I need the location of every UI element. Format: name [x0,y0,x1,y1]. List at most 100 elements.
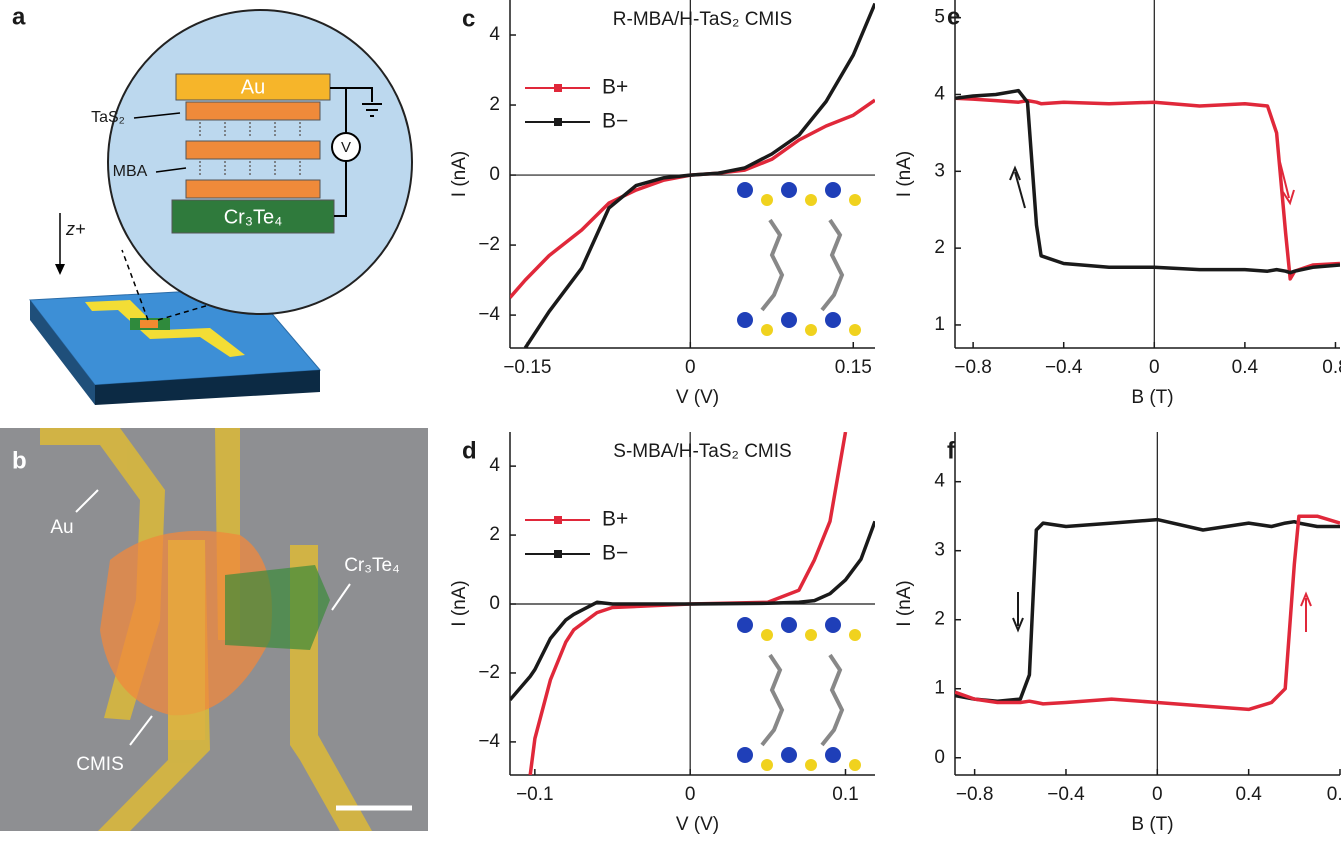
zoom-line [121,249,149,321]
legend-marker [554,516,562,524]
x-tick-label: 0.8 [1322,357,1341,378]
y-tick-label: 2 [489,94,500,115]
data-line [528,432,848,775]
x-tick-label: −0.8 [956,784,994,805]
molecule [760,218,785,312]
tas2-layer [185,179,321,199]
data-line [510,98,875,299]
cr3te4-flake [225,565,330,650]
y-axis-label: I (nA) [449,151,470,197]
v-text: V [341,139,351,156]
y-tick-label: −4 [478,304,500,325]
molecule-atom [825,617,841,633]
molecule-atom [781,617,797,633]
molecule-atom [737,617,753,633]
data-line [955,514,1340,712]
molecule-atom [849,324,861,336]
molecule-atom [761,629,773,641]
mba-text: MBA [113,163,148,180]
x-tick-label: 0.15 [835,357,872,378]
x-tick-label: −0.8 [954,357,992,378]
molecule-atom [849,759,861,771]
legend-label: B+ [602,76,628,99]
zoom-circle [107,9,413,315]
flake [140,320,158,328]
panel-label: a [12,3,26,30]
y-axis-label: I (nA) [894,151,915,197]
y-axis-label: I (nA) [449,580,470,626]
z-text: z+ [65,219,86,239]
y-tick-label: 1 [934,678,945,699]
panel-label: d [462,437,477,464]
x-axis-label: B (T) [1131,387,1173,408]
substrate-side [95,370,320,405]
panel-label: f [947,437,956,464]
x-axis-label: V (V) [676,387,719,408]
molecule-atom [781,312,797,328]
data-line [510,520,875,702]
pointer [133,112,181,119]
y-tick-label: 4 [489,24,500,45]
x-tick-label: 0 [685,784,696,805]
electrode-top [168,540,205,740]
panel-b: b Au Cr₃Te₄ CMIS [0,428,428,831]
y-tick-label: −4 [478,731,500,752]
cr3te4-text: Cr₃Te₄ [344,555,400,576]
x-tick-label: 0 [685,357,696,378]
au-layer [175,73,331,101]
molecule-atom [737,747,753,763]
panel-label: b [12,447,27,474]
pointer [155,167,187,173]
panel-a: a Au Cr₃Te₄ TaS₂ MBA V z+ [12,3,413,405]
x-axis-label: B (T) [1131,814,1173,835]
legend-marker [554,118,562,126]
y-tick-label: 4 [934,471,945,492]
substrate-side [30,300,95,405]
y-tick-label: 0 [489,593,500,614]
data-line [955,517,1340,703]
molecule [820,653,845,747]
x-tick-label: 0.4 [1235,784,1262,805]
panel-label: e [947,3,960,30]
tas2-layer [185,140,321,160]
y-tick-label: 1 [934,314,945,335]
y-tick-label: 2 [934,237,945,258]
molecule-atom [761,759,773,771]
x-tick-label: −0.4 [1045,357,1083,378]
pointer [129,715,153,746]
cmis-text: CMIS [76,754,124,775]
electrode [85,300,245,357]
molecule-atom [825,182,841,198]
au-text: Au [50,517,73,538]
legend-label: B− [602,110,628,133]
data-line [955,96,1340,281]
molecule-atom [805,194,817,206]
tas2-text: TaS₂ [91,109,125,126]
molecule-atom [805,629,817,641]
y-tick-label: 2 [489,524,500,545]
molecule-atom [737,312,753,328]
pointer [331,583,351,611]
panel-label: c [462,5,475,32]
molecule-atom [761,194,773,206]
legend-marker [554,84,562,92]
molecule-atom [825,312,841,328]
molecule-atom [849,194,861,206]
ground [362,103,382,117]
pointer [75,489,99,513]
molecule-atom [781,747,797,763]
molecule-atom [849,629,861,641]
tas2-layer [185,101,321,121]
molecule-atom [805,759,817,771]
molecule-atom [781,182,797,198]
x-tick-label: 0 [1149,357,1160,378]
mba-springs [199,122,301,177]
y-tick-label: −2 [478,234,500,255]
molecule [820,218,845,312]
legend-label: B− [602,542,628,565]
data-line [955,88,1340,275]
x-tick-label: 0.1 [832,784,858,805]
molecule-atom [805,324,817,336]
y-tick-label: 4 [489,455,500,476]
